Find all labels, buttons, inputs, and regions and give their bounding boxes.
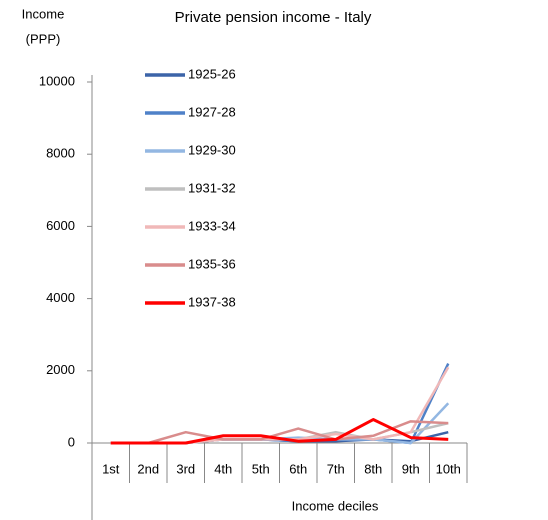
series-line bbox=[110, 418, 449, 445]
y-tick-label: 4000 bbox=[46, 290, 75, 305]
y-tick-label: 2000 bbox=[46, 362, 75, 377]
x-tick-label: 2nd bbox=[137, 461, 159, 476]
x-tick-label: 5th bbox=[252, 461, 270, 476]
x-tick-label: 4th bbox=[214, 461, 232, 476]
x-tick-label: 1st bbox=[102, 461, 120, 476]
legend-label: 1927-28 bbox=[188, 104, 236, 119]
x-tick-label: 3rd bbox=[176, 461, 195, 476]
y-axis-label: (PPP) bbox=[26, 31, 61, 46]
chart-title: Private pension income - Italy bbox=[175, 9, 372, 26]
y-tick-label: 6000 bbox=[46, 218, 75, 233]
x-tick-label: 10th bbox=[436, 461, 461, 476]
legend-label: 1931-32 bbox=[188, 180, 236, 195]
x-tick-label: 6th bbox=[289, 461, 307, 476]
x-tick-label: 7th bbox=[327, 461, 345, 476]
x-tick-label: 9th bbox=[402, 461, 420, 476]
legend-label: 1937-38 bbox=[188, 294, 236, 309]
y-tick-label: 8000 bbox=[46, 146, 75, 161]
y-tick-label: 10000 bbox=[39, 73, 75, 88]
legend-label: 1925-26 bbox=[188, 66, 236, 81]
x-axis-label: Income deciles bbox=[292, 498, 379, 513]
legend-label: 1935-36 bbox=[188, 256, 236, 271]
legend-label: 1929-30 bbox=[188, 142, 236, 157]
y-axis-label: Income bbox=[22, 6, 65, 21]
x-tick-label: 8th bbox=[364, 461, 382, 476]
legend-label: 1933-34 bbox=[188, 218, 236, 233]
y-tick-label: 0 bbox=[68, 434, 75, 449]
